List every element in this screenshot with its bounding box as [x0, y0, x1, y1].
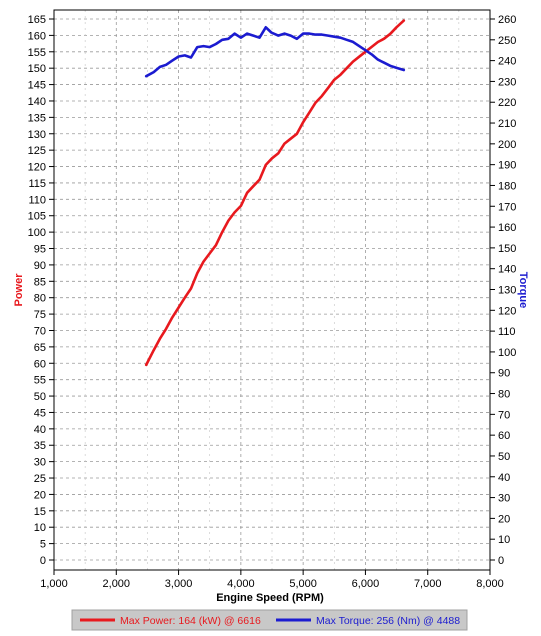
left-tick-label: 15 [34, 506, 46, 518]
left-tick-label: 50 [34, 391, 46, 403]
x-tick-label: 7,000 [414, 578, 442, 590]
left-tick-label: 130 [28, 129, 46, 141]
left-tick-label: 115 [28, 178, 46, 190]
x-tick-label: 4,000 [227, 578, 255, 590]
right-axis-ticks: 0 10 20 30 40 50 60 70 80 90 100 110 120 130 140 150 160… [490, 14, 516, 567]
left-tick-label: 60 [34, 358, 46, 370]
right-tick-label: 150 [498, 243, 516, 255]
left-tick-label: 20 [34, 489, 46, 501]
left-tick-label: 55 [34, 375, 46, 387]
left-tick-label: 5 [40, 539, 46, 551]
x-tick-label: 2,000 [103, 578, 131, 590]
right-tick-label: 0 [498, 555, 504, 567]
left-tick-label: 105 [28, 211, 46, 223]
left-tick-label: 110 [28, 194, 46, 206]
right-tick-label: 190 [498, 160, 516, 172]
right-tick-label: 130 [498, 285, 516, 297]
left-tick-label: 65 [34, 342, 46, 354]
right-tick-label: 90 [498, 368, 510, 380]
right-tick-label: 120 [498, 305, 516, 317]
left-tick-label: 0 [40, 555, 46, 567]
legend-power-label: Max Power: 164 (kW) @ 6616 [120, 615, 261, 627]
left-tick-label: 40 [34, 424, 46, 436]
x-tick-label: 3,000 [165, 578, 193, 590]
left-tick-label: 140 [28, 96, 46, 108]
right-tick-label: 60 [498, 430, 510, 442]
left-tick-label: 90 [34, 260, 46, 272]
right-tick-label: 30 [498, 493, 510, 505]
left-tick-label: 125 [28, 145, 46, 157]
right-axis-title: Torque [517, 272, 529, 308]
right-tick-label: 80 [498, 389, 510, 401]
power-series-line [144, 19, 406, 367]
left-tick-label: 45 [34, 407, 46, 419]
x-axis-ticks: 1,000 2,000 3,000 4,000 5,000 6,000 7,000 8,000 [40, 570, 504, 590]
x-tick-label: 6,000 [352, 578, 380, 590]
series-layer [144, 19, 406, 367]
left-tick-label: 25 [34, 473, 46, 485]
right-tick-label: 220 [498, 97, 516, 109]
legend-torque-label: Max Torque: 256 (Nm) @ 4488 [316, 615, 460, 627]
x-axis-title: Engine Speed (RPM) [216, 592, 324, 604]
left-tick-label: 155 [28, 47, 46, 59]
plot-grid [53, 10, 491, 570]
x-tick-label: 1,000 [40, 578, 68, 590]
left-tick-label: 70 [34, 325, 46, 337]
x-tick-label: 5,000 [289, 578, 317, 590]
left-tick-label: 30 [34, 457, 46, 469]
legend-box [71, 609, 468, 631]
torque-series-line [144, 25, 406, 78]
left-tick-label: 120 [28, 162, 46, 174]
right-tick-label: 180 [498, 180, 516, 192]
left-tick-label: 135 [28, 112, 46, 124]
left-tick-label: 10 [34, 522, 46, 534]
left-tick-label: 100 [28, 227, 46, 239]
left-tick-label: 165 [28, 14, 46, 26]
left-tick-label: 145 [28, 80, 46, 92]
left-tick-label: 35 [34, 440, 46, 452]
right-tick-label: 40 [498, 472, 510, 484]
left-tick-label: 80 [34, 293, 46, 305]
right-tick-label: 200 [498, 139, 516, 151]
right-tick-label: 170 [498, 201, 516, 213]
left-tick-label: 160 [28, 30, 46, 42]
right-tick-label: 240 [498, 56, 516, 68]
left-tick-label: 85 [34, 276, 46, 288]
right-tick-label: 100 [498, 347, 516, 359]
right-tick-label: 250 [498, 35, 516, 47]
x-tick-label: 8,000 [476, 578, 504, 590]
right-tick-label: 210 [498, 118, 516, 130]
left-tick-label: 150 [28, 63, 46, 75]
legend: Max Power: 164 (kW) @ 6616 Max Torque: 2… [71, 609, 468, 631]
left-axis-ticks: 0 5 10 15 20 25 30 35 40 45 50 55 60 65 70 75 80 85 90 95 10… [28, 14, 54, 567]
right-tick-label: 10 [498, 534, 510, 546]
right-tick-label: 20 [498, 513, 510, 525]
right-tick-label: 260 [498, 14, 516, 26]
right-tick-label: 70 [498, 409, 510, 421]
left-tick-label: 95 [34, 244, 46, 256]
right-tick-label: 50 [498, 451, 510, 463]
right-tick-label: 110 [498, 326, 516, 338]
left-axis-title: Power [13, 273, 25, 307]
right-tick-label: 230 [498, 76, 516, 88]
left-tick-label: 75 [34, 309, 46, 321]
right-tick-label: 160 [498, 222, 516, 234]
right-tick-label: 140 [498, 264, 516, 276]
